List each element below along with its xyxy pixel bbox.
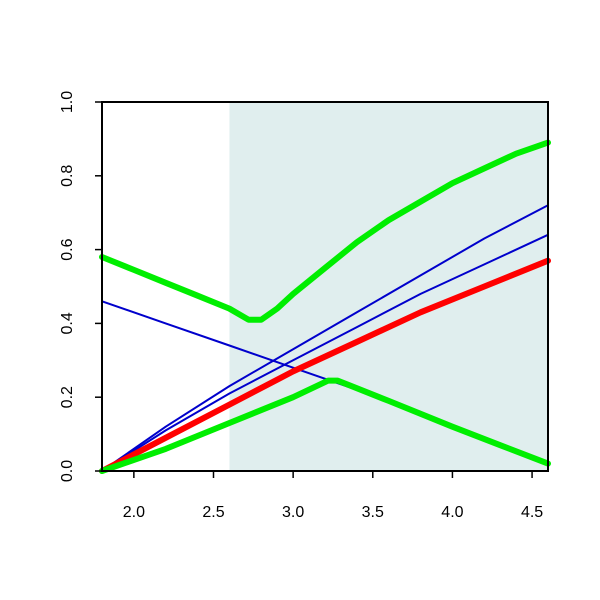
y-tick-label: 0.2 <box>59 386 76 408</box>
y-tick-label: 1.0 <box>59 91 76 113</box>
series-line-3 <box>101 233 549 472</box>
series-line-2 <box>101 204 549 472</box>
x-tick-label: 2.5 <box>202 504 224 521</box>
x-tick-label: 4.0 <box>441 504 463 521</box>
y-tick-label: 0.4 <box>59 312 76 334</box>
x-tick-label: 3.5 <box>362 504 384 521</box>
series-line-6 <box>99 377 551 474</box>
y-tick-label: 0.6 <box>59 238 76 260</box>
series-layer <box>99 139 551 474</box>
y-tick-label: 0.0 <box>59 460 76 482</box>
x-tick-label: 3.0 <box>282 504 304 521</box>
y-tick-label: 0.8 <box>59 165 76 187</box>
shaded-region <box>229 102 548 471</box>
x-tick-label: 4.5 <box>521 504 543 521</box>
plot-frame <box>101 101 549 472</box>
x-tick-label: 2.0 <box>123 504 145 521</box>
series-line-4 <box>99 257 551 474</box>
series-line-5 <box>99 139 551 323</box>
y-axis: 0.0 0.2 0.4 0.6 0.8 1.0 <box>59 91 102 482</box>
x-axis: 2.0 2.5 3.0 3.5 4.0 4.5 <box>123 471 543 521</box>
